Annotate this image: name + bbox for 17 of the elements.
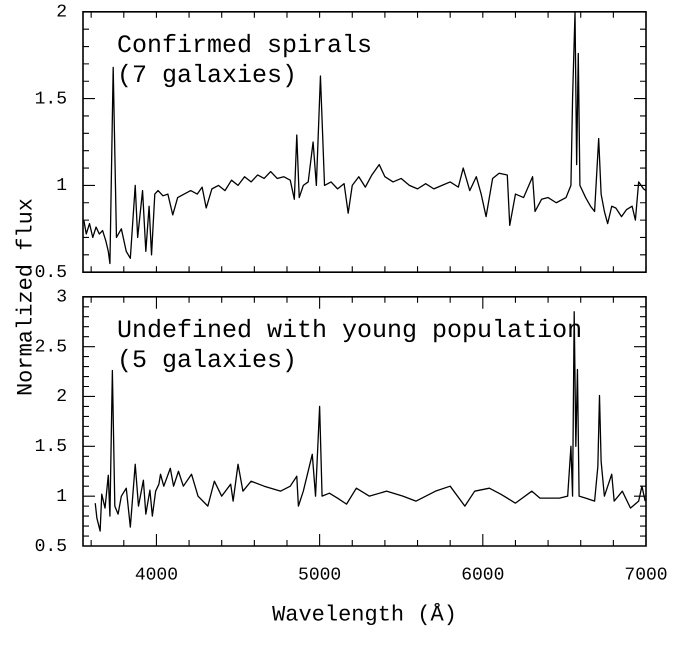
x-tick-label: 5000: [298, 566, 342, 586]
annotation: Confirmed spirals: [117, 31, 372, 60]
y-tick-label: 2.5: [34, 338, 67, 358]
y-tick-label: 2: [56, 387, 67, 408]
x-tick-label: 7000: [624, 566, 668, 586]
y-tick-label: 0.5: [34, 536, 67, 557]
y-tick-label: 1: [56, 487, 67, 508]
x-axis-title: Wavelength (Å): [272, 602, 457, 628]
annotation: (7 galaxies): [117, 61, 298, 90]
y-tick-label: 1.5: [34, 90, 67, 110]
annotation: (5 galaxies): [117, 346, 298, 375]
y-tick-label: 2: [56, 2, 67, 23]
y-tick-label: 3: [56, 288, 67, 308]
x-tick-label: 4000: [134, 566, 178, 586]
y-tick-label: 1.5: [34, 437, 67, 458]
x-tick-label: 6000: [461, 566, 504, 586]
y-tick-label: 1: [56, 176, 67, 196]
